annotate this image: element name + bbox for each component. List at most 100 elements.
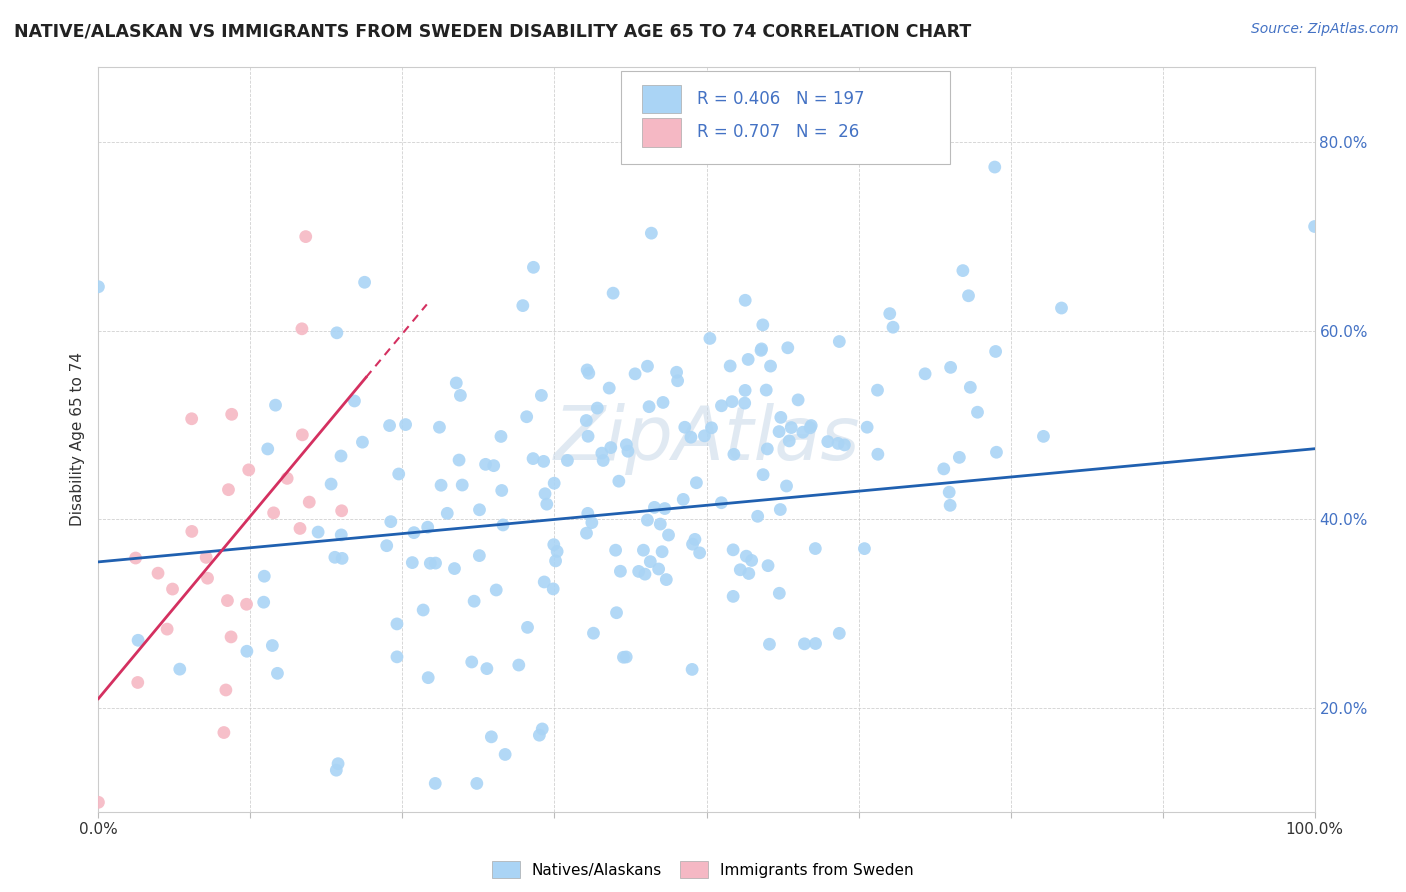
Point (747, 509, 769, 524)
Point (952, 263, 974, 277)
Point (606, 606, 628, 620)
Point (800, 418, 823, 433)
Point (582, 626, 605, 640)
Point (735, 549, 758, 564)
Point (394, 417, 416, 432)
Point (516, 409, 538, 424)
Point (643, 500, 665, 515)
Point (436, 506, 458, 520)
Point (793, 637, 815, 651)
Point (853, 541, 876, 556)
Point (804, 636, 827, 650)
Point (512, 299, 534, 313)
Point (238, 463, 260, 477)
Point (465, 776, 488, 790)
Point (599, 441, 621, 455)
Point (482, 458, 505, 473)
Point (162, 582, 184, 596)
Point (827, 436, 849, 450)
Point (543, 476, 565, 491)
Point (253, 595, 276, 609)
Point (380, 515, 402, 529)
Point (479, 730, 502, 744)
Point (756, 558, 779, 573)
Point (180, 411, 202, 425)
Point (638, 400, 661, 414)
Text: ZipAtlas: ZipAtlas (554, 403, 859, 475)
Point (291, 427, 314, 442)
Point (468, 502, 491, 516)
Point (425, 556, 447, 570)
Point (475, 662, 498, 676)
Point (721, 394, 744, 409)
Text: NATIVE/ALASKAN VS IMMIGRANTS FROM SWEDEN DISABILITY AGE 65 TO 74 CORRELATION CHA: NATIVE/ALASKAN VS IMMIGRANTS FROM SWEDEN… (14, 22, 972, 40)
Point (219, 630, 242, 644)
Point (741, 553, 763, 567)
Point (449, 453, 471, 467)
Point (474, 458, 496, 472)
Point (508, 658, 530, 673)
Point (721, 590, 744, 604)
Point (429, 420, 451, 434)
Point (685, 475, 707, 490)
Point (616, 438, 638, 452)
FancyBboxPatch shape (643, 119, 681, 146)
Point (343, 394, 366, 409)
Point (578, 366, 600, 380)
Point (180, 524, 202, 539)
Point (533, 454, 555, 468)
Point (650, 517, 672, 532)
Point (737, 352, 759, 367)
Point (723, 447, 745, 461)
Point (169, 662, 191, 676)
Point (817, 434, 839, 449)
Point (681, 662, 703, 676)
Point (617, 444, 640, 458)
Point (768, 425, 790, 439)
Point (734, 396, 756, 410)
Point (197, 571, 219, 585)
Point (700, 421, 723, 435)
Point (546, 544, 568, 558)
Point (430, 478, 453, 492)
Point (276, 471, 298, 485)
Point (529, 728, 551, 742)
Point (307, 524, 329, 539)
Point (759, 359, 782, 373)
Point (654, 501, 676, 516)
Point (325, 763, 347, 777)
Point (866, 447, 889, 461)
Point (752, 318, 775, 332)
Point (932, 462, 955, 476)
Point (522, 451, 544, 466)
Point (262, 639, 284, 653)
Point (627, 565, 650, 579)
Point (699, 331, 721, 345)
Point (263, 506, 285, 520)
Point (127, 633, 149, 648)
Point (543, 538, 565, 552)
Point (666, 374, 689, 388)
Point (1050, 301, 1073, 315)
Point (710, 399, 733, 413)
Point (87, 279, 110, 293)
Point (787, 392, 810, 407)
Point (768, 586, 790, 600)
Point (212, 725, 235, 739)
Point (195, 550, 218, 565)
Point (758, 637, 780, 651)
Point (352, 435, 374, 450)
Point (581, 516, 603, 530)
Point (879, 307, 901, 321)
Point (882, 320, 904, 334)
Point (738, 566, 761, 581)
Point (673, 420, 696, 434)
Point (984, 344, 1007, 359)
Point (288, 521, 311, 535)
Point (156, 622, 179, 636)
Point (710, 496, 733, 510)
Point (721, 542, 744, 557)
Point (319, 477, 342, 491)
Point (533, 574, 555, 589)
Point (957, 289, 980, 303)
